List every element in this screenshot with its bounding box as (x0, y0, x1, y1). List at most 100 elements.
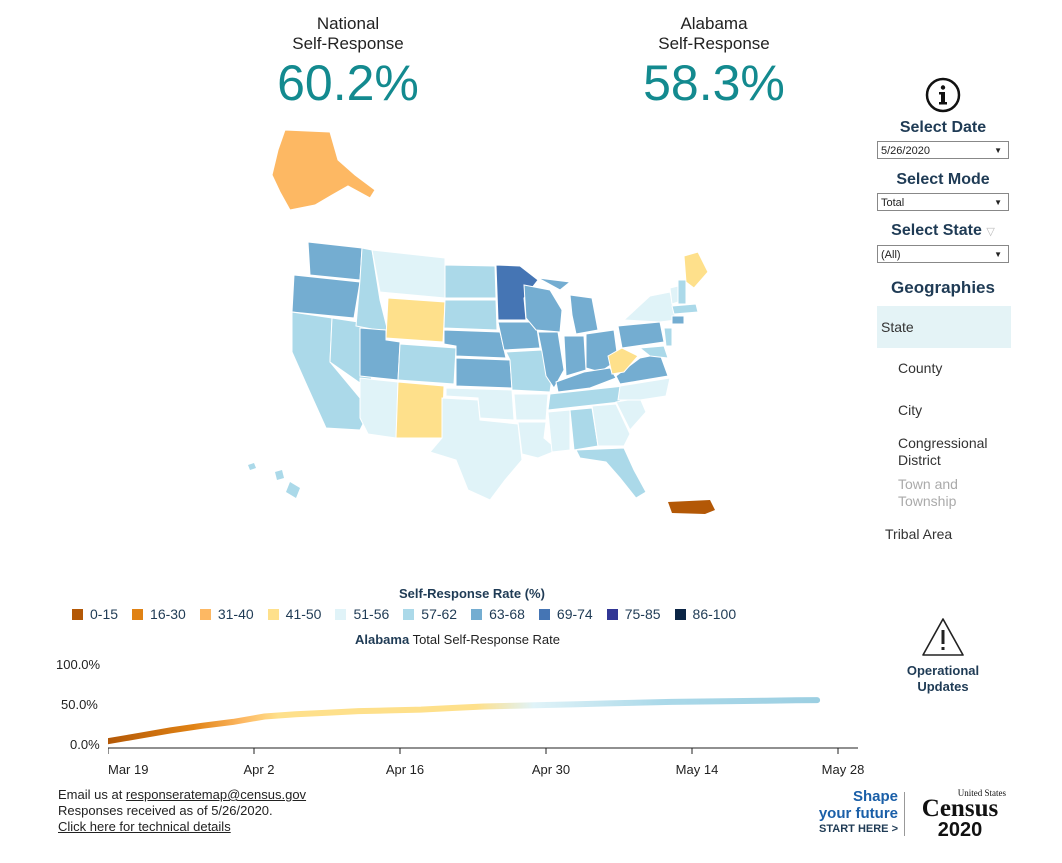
legend-label: 16-30 (150, 606, 186, 622)
state-colorado[interactable] (397, 343, 457, 385)
legend-swatch (606, 608, 618, 620)
state-minnesota[interactable] (495, 264, 539, 321)
x-tick-label: Mar 19 (108, 762, 149, 777)
logo-start-here: START HERE > (819, 823, 898, 835)
legend-label: 57-62 (421, 606, 458, 622)
national-kpi: National Self-Response 60.2% (248, 14, 448, 108)
state-new-jersey[interactable] (663, 327, 673, 347)
national-label-line1: National (316, 14, 380, 33)
census-2020-logo[interactable]: Shape your future START HERE > United St… (806, 788, 1006, 840)
logo-2020: 2020 (937, 819, 983, 841)
national-value: 60.2% (277, 55, 419, 111)
x-tick-label: May 28 (821, 762, 865, 777)
state-indiana[interactable] (563, 335, 587, 377)
select-state-dropdown[interactable]: (All) ▼ (877, 245, 1009, 263)
footer-email-prefix: Email us at (58, 787, 126, 802)
legend-label: 0-15 (90, 606, 119, 622)
state-utah[interactable] (359, 327, 401, 381)
us-map[interactable] (220, 120, 740, 520)
legend-swatch (403, 608, 415, 620)
state-arizona[interactable] (359, 377, 399, 439)
state-new-york[interactable] (622, 291, 677, 323)
logo-shape: Shape (852, 788, 898, 805)
state-illinois[interactable] (537, 331, 565, 389)
footer-received: Responses received as of 5/26/2020. (58, 803, 273, 818)
legend-item-57-62[interactable]: 57-62 (403, 606, 457, 622)
state-montana[interactable] (371, 249, 446, 299)
select-state-label: Select State ▽ (874, 222, 1012, 240)
state-mississippi[interactable] (547, 409, 571, 453)
state-florida[interactable] (575, 447, 647, 499)
legend-item-75-85[interactable]: 75-85 (606, 606, 661, 622)
x-tick-marks (108, 748, 839, 754)
state-west-virginia[interactable] (607, 347, 639, 375)
y-tick-0: 0.0% (70, 737, 100, 752)
geo-item-congressional-district[interactable]: Congressional District (898, 435, 988, 468)
legend-swatch (267, 608, 279, 620)
info-button[interactable] (924, 76, 962, 114)
state-south-dakota[interactable] (443, 299, 498, 331)
state-alaska[interactable] (271, 129, 376, 211)
legend-item-0-15[interactable]: 0-15 (72, 606, 118, 622)
operational-line1: Operational (906, 663, 980, 678)
state-virginia[interactable] (615, 353, 669, 385)
legend-item-16-30[interactable]: 16-30 (132, 606, 186, 622)
legend-item-41-50[interactable]: 41-50 (267, 606, 322, 622)
email-link[interactable]: responseratemap@census.gov (125, 787, 307, 802)
legend-item-51-56[interactable]: 51-56 (335, 606, 389, 622)
state-kansas[interactable] (455, 357, 513, 389)
state-kentucky[interactable] (555, 367, 617, 393)
state-georgia[interactable] (591, 403, 631, 447)
state-washington[interactable] (307, 241, 363, 281)
logo-divider (904, 792, 905, 836)
operational-updates-button[interactable] (920, 616, 966, 658)
geo-item-city[interactable]: City (898, 402, 923, 418)
operational-updates-label[interactable]: Operational Updates (890, 663, 996, 695)
info-icon[interactable] (924, 76, 962, 114)
select-mode-dropdown[interactable]: Total ▼ (877, 193, 1009, 211)
state-new-hampshire[interactable] (677, 279, 687, 305)
legend-item-31-40[interactable]: 31-40 (199, 606, 254, 622)
warning-icon[interactable] (920, 616, 966, 658)
logo-census: Census (921, 795, 999, 822)
state-north-dakota[interactable] (444, 264, 497, 299)
state-michigan[interactable] (537, 277, 599, 335)
legend-item-86-100[interactable]: 86-100 (674, 606, 736, 622)
series-line[interactable] (108, 697, 821, 745)
legend-label: 41-50 (285, 606, 322, 622)
geographies-title: Geographies (891, 278, 995, 297)
state-oregon[interactable] (291, 274, 361, 319)
legend-item-63-68[interactable]: 63-68 (471, 606, 525, 622)
filter-icon[interactable]: ▽ (986, 226, 995, 238)
geo-state-selected[interactable]: State (877, 306, 1011, 348)
technical-details-link[interactable]: Click here for technical details (58, 819, 231, 834)
response-rate-chart[interactable] (108, 650, 868, 762)
state-vermont[interactable] (669, 285, 679, 305)
legend-swatch (72, 608, 83, 620)
select-date-dropdown[interactable]: 5/26/2020 ▼ (877, 141, 1009, 159)
legend-label: 51-56 (353, 606, 390, 622)
state-label: Alabama Self-Response (614, 14, 814, 54)
state-wisconsin[interactable] (523, 284, 563, 333)
geo-item-town-township[interactable]: Town and Township (898, 476, 958, 509)
state-hawaii[interactable] (248, 463, 300, 498)
x-tick-label: May 14 (675, 762, 719, 777)
state-massachusetts[interactable] (671, 303, 699, 315)
geo-item-tribal-area[interactable]: Tribal Area (885, 526, 953, 542)
state-maryland[interactable] (638, 345, 669, 359)
select-date-label: Select Date (899, 119, 987, 136)
state-pennsylvania[interactable] (617, 321, 665, 349)
state-texas[interactable] (429, 397, 523, 501)
state-iowa[interactable] (497, 321, 541, 351)
chevron-down-icon: ▼ (994, 198, 1002, 207)
state-arkansas[interactable] (513, 393, 549, 421)
state-maine[interactable] (683, 251, 709, 289)
state-new-mexico[interactable] (395, 381, 445, 439)
x-axis-labels: Mar 19 Apr 2 Apr 16 Apr 30 May 14 May 28 (108, 762, 868, 782)
state-wyoming[interactable] (385, 297, 446, 343)
legend-item-69-74[interactable]: 69-74 (538, 606, 593, 622)
state-connecticut[interactable] (671, 315, 685, 325)
geo-item-county[interactable]: County (898, 360, 943, 376)
territory-puerto-rico[interactable] (668, 500, 715, 514)
state-north-carolina[interactable] (617, 377, 671, 401)
